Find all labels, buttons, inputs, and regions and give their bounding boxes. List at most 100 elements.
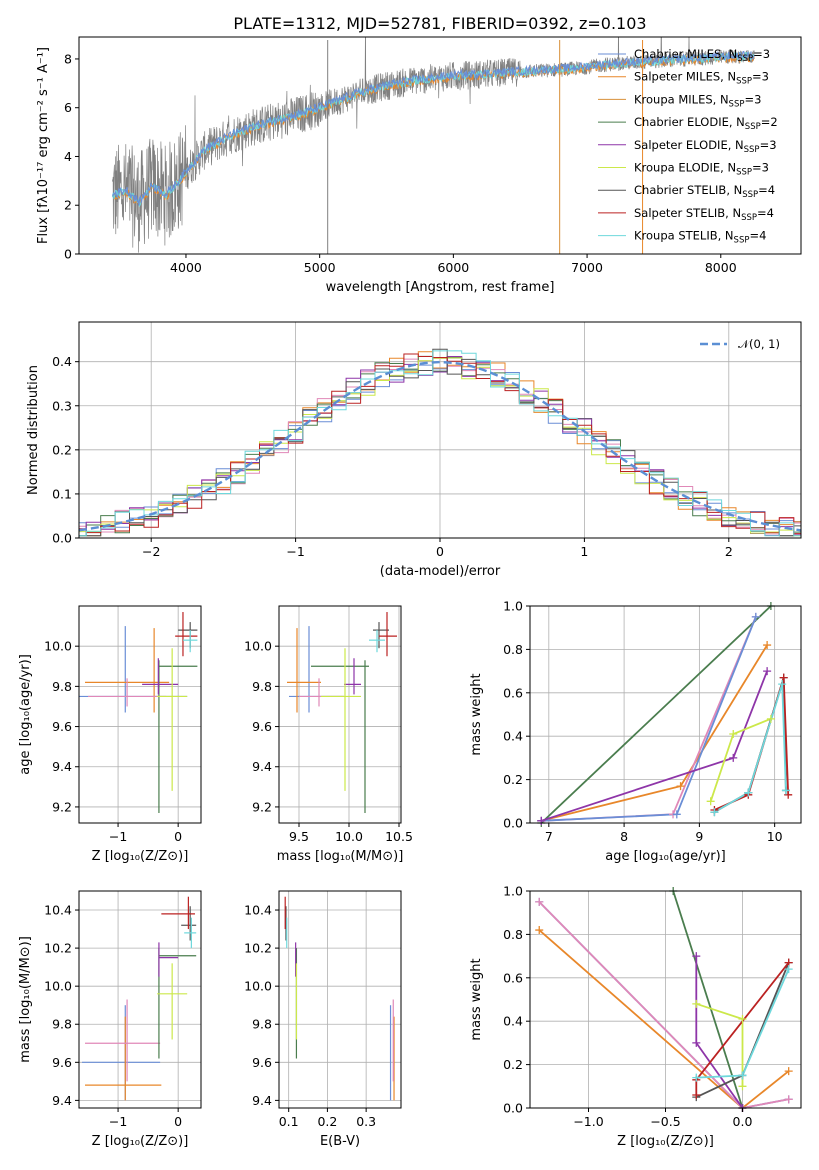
- weight-point-marker: [751, 612, 760, 621]
- legend-entry-label: Chabrier STELIB, NSSP=4: [634, 183, 775, 200]
- x-tick-label: 0.1: [279, 1114, 299, 1129]
- y-tick-label: 9.4: [252, 1093, 272, 1108]
- weight-series-line: [672, 891, 744, 1108]
- x-tick-label: 0.3: [356, 1114, 376, 1129]
- histogram-legend: 𝒩(0, 1): [700, 337, 780, 351]
- y-tick-label: 10.4: [44, 903, 72, 918]
- x-axis-label: wavelength [Angstrom, rest frame]: [326, 280, 555, 295]
- y-axis-label: mass weight: [469, 958, 484, 1040]
- axes-frame: [278, 890, 402, 1109]
- x-tick-label: 9: [695, 829, 703, 844]
- spectrum-panel: 4000 5000 6000 7000 8000 0 2 4 6 8 wavelength [Ang…: [36, 36, 802, 295]
- errorbar-plot-area: [82, 896, 197, 1101]
- y-tick-label: 0.4: [503, 1014, 523, 1029]
- y-axis-label: Normed distribution: [26, 365, 41, 495]
- y-tick-label: 0.8: [503, 642, 523, 657]
- y-tick-label: 8: [64, 51, 72, 66]
- y-tick-label: 0.6: [503, 970, 523, 985]
- y-axis-label: Flux [fλ10⁻¹⁷ erg cm⁻² s⁻¹ A⁻¹]: [36, 47, 51, 244]
- y-axis-label: mass [log₁₀(M/M⊙)]: [18, 936, 33, 1063]
- weight-series-line: [541, 670, 768, 822]
- y-tick-label: 9.4: [52, 1093, 72, 1108]
- legend-entry-label: Chabrier MILES, NSSP=3: [634, 47, 770, 64]
- x-tick-label: 0: [174, 829, 182, 844]
- weight-point-marker: [692, 999, 701, 1008]
- x-axis-label: age [log₁₀(age/yr)]: [605, 849, 726, 864]
- legend-entry-label: Salpeter MILES, NSSP=3: [634, 70, 769, 87]
- errorbar-plot-area: [284, 896, 395, 1101]
- y-tick-label: 0.2: [503, 772, 523, 787]
- legend-entry-label: Salpeter STELIB, NSSP=4: [634, 206, 774, 223]
- figure-title: PLATE=1312, MJD=52781, FIBERID=0392, z=0…: [233, 14, 646, 33]
- x-tick-label: −1: [109, 1114, 127, 1129]
- weight-point-marker: [710, 808, 719, 817]
- x-tick-label: −1: [109, 829, 127, 844]
- axes-frame: [78, 890, 202, 1109]
- legend-entry-label: 𝒩(0, 1): [738, 337, 780, 351]
- y-tick-label: 0.4: [52, 354, 72, 369]
- y-tick-label: 0.3: [52, 398, 72, 413]
- weight-series-line: [538, 901, 789, 1108]
- y-tick-label: 10.0: [244, 639, 272, 654]
- x-tick-label: 0: [436, 544, 444, 559]
- y-tick-label: 10.2: [244, 941, 272, 956]
- weight-series-line: [713, 677, 787, 813]
- x-tick-label: 7000: [571, 260, 603, 275]
- y-tick-label: 0.8: [503, 927, 523, 942]
- y-tick-label: 9.4: [52, 759, 72, 774]
- weight-point-marker: [738, 1071, 747, 1080]
- legend-entry-label: Kroupa MILES, NSSP=3: [634, 92, 761, 109]
- weight-point-marker: [676, 782, 685, 791]
- x-tick-label: −2: [142, 544, 160, 559]
- weight-point-marker: [738, 1015, 747, 1024]
- x-tick-label: −1.0: [573, 1114, 603, 1129]
- mass-vs-Z-panel: −1 0 9.4 9.6 9.8 10.0 10.2 10.4 Z [log₁₀(Z/Z⊙)] m…: [18, 890, 202, 1149]
- weight-point-marker: [729, 730, 738, 739]
- weight-point-marker: [692, 1090, 701, 1099]
- x-tick-label: 10: [767, 829, 783, 844]
- weight-point-marker: [738, 1082, 747, 1091]
- y-tick-label: 0.1: [52, 486, 72, 501]
- weight-point-marker: [729, 753, 738, 762]
- y-tick-label: 4: [64, 149, 72, 164]
- legend-entry-label: Chabrier ELODIE, NSSP=2: [634, 115, 778, 132]
- x-axis-label: E(B-V): [320, 1134, 360, 1149]
- x-tick-label: 4000: [170, 260, 202, 275]
- weight-series-line: [540, 606, 772, 823]
- axes-frame: [78, 605, 202, 824]
- weight-point-marker: [784, 1067, 793, 1076]
- y-tick-label: 10.0: [244, 979, 272, 994]
- y-tick-label: 0.0: [503, 1101, 523, 1116]
- y-tick-label: 9.8: [52, 679, 72, 694]
- x-axis-label: mass [log₁₀(M/M⊙)]: [277, 849, 404, 864]
- x-tick-label: −0.5: [650, 1114, 680, 1129]
- y-tick-label: 9.4: [252, 759, 272, 774]
- y-tick-label: 1.0: [503, 884, 523, 899]
- weight-point-marker: [784, 790, 793, 799]
- y-tick-label: 0.4: [503, 729, 523, 744]
- y-tick-label: 0.0: [52, 531, 72, 546]
- y-tick-label: 9.8: [252, 679, 272, 694]
- weight-point-marker: [535, 897, 544, 906]
- x-tick-label: 8: [620, 829, 628, 844]
- weight-point-marker: [692, 1073, 701, 1082]
- x-tick-label: 5000: [304, 260, 336, 275]
- weight-point-marker: [672, 810, 681, 819]
- mass-vs-ebv-panel: 0.1 0.2 0.3 9.4 9.6 9.8 10.0 10.2 10.4 E(B-V): [244, 890, 402, 1149]
- weight-series-line: [709, 717, 772, 802]
- x-axis-label: Z [log₁₀(Z/Z⊙)]: [617, 1134, 714, 1149]
- y-tick-label: 0.6: [503, 685, 523, 700]
- x-axis-label: Z [log₁₀(Z/Z⊙)]: [92, 1134, 189, 1149]
- legend-entry-label: Salpeter ELODIE, NSSP=3: [634, 138, 777, 155]
- x-tick-label: 9.5: [289, 829, 309, 844]
- y-tick-label: 9.8: [252, 1017, 272, 1032]
- y-tick-label: 9.6: [252, 719, 272, 734]
- spectrum-legend: Chabrier MILES, NSSP=3 Salpeter MILES, NS…: [598, 47, 778, 246]
- y-tick-label: 0: [64, 247, 72, 262]
- age-vs-mass-panel: 9.5 10.0 10.5 9.2 9.4 9.6 9.8 10.0 mass [log₁₀(M…: [244, 605, 413, 864]
- y-tick-label: 1.0: [503, 599, 523, 614]
- weight-point-marker: [784, 1095, 793, 1104]
- x-tick-label: 0.0: [733, 1114, 753, 1129]
- weight-point-marker: [781, 786, 790, 795]
